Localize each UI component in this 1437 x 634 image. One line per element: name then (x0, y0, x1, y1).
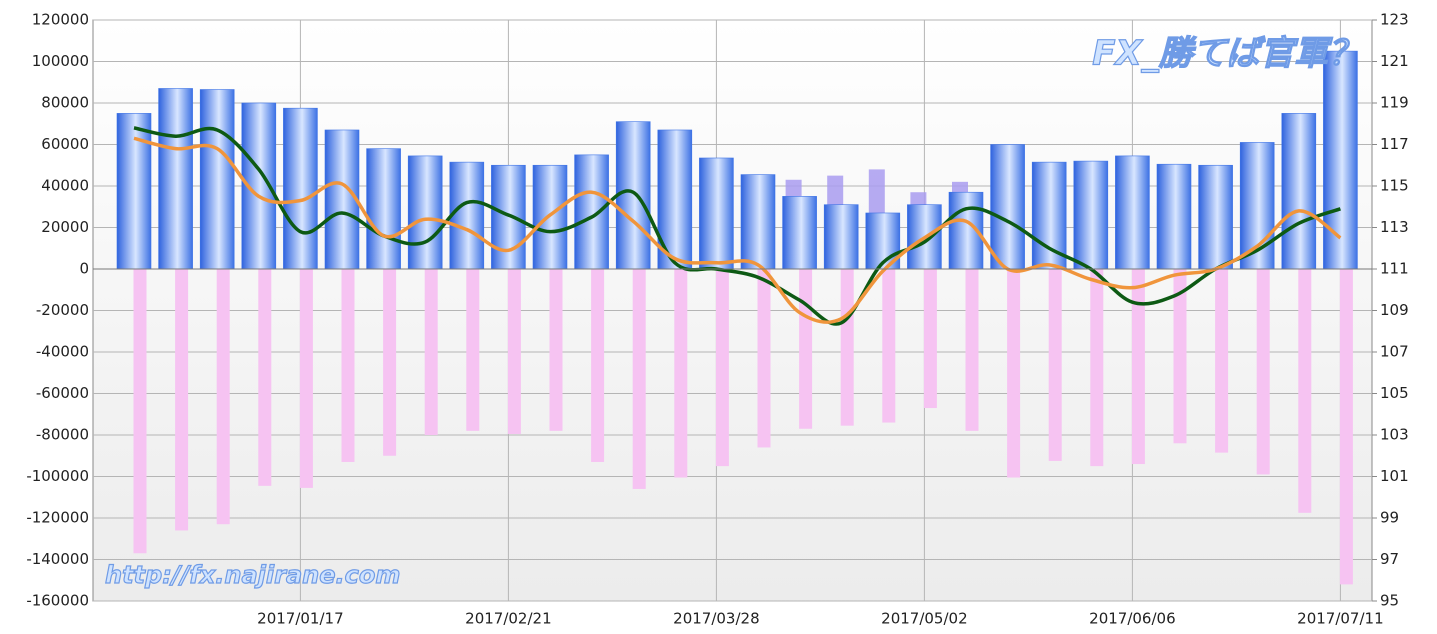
bar (449, 161, 485, 270)
y2-tick-label: 97 (1380, 550, 1399, 568)
bar (965, 269, 979, 431)
bar (1031, 161, 1067, 270)
bar (1156, 163, 1192, 270)
bar (1281, 113, 1317, 270)
y-tick-label: -160000 (26, 592, 89, 610)
y-tick-label: 40000 (41, 177, 89, 195)
y-tick-label: -60000 (36, 384, 89, 402)
bar (407, 155, 443, 270)
x-tick-label: 2017/05/02 (881, 610, 967, 628)
x-tick-label: 2017/01/17 (257, 610, 343, 628)
bar (823, 204, 859, 270)
bar (1198, 164, 1233, 270)
x-tick-label: 2017/02/21 (465, 610, 551, 628)
line (133, 126, 1341, 326)
y2-tick-label: 99 (1380, 509, 1399, 527)
bar (840, 269, 854, 426)
bar (674, 269, 688, 478)
bar (133, 269, 147, 554)
x-tick-label: 2017/06/06 (1089, 610, 1175, 628)
bar (799, 269, 813, 429)
bar (1173, 269, 1187, 444)
watermark-url: http://fx.najirane.com (105, 561, 400, 589)
y-tick-label: 0 (79, 260, 89, 278)
bar (882, 269, 896, 423)
y2-tick-label: 111 (1380, 260, 1409, 278)
y2-tick-label: 101 (1380, 467, 1409, 485)
bar (615, 121, 651, 270)
y2-tick-label: 123 (1380, 11, 1409, 29)
bar (1298, 269, 1312, 513)
y-tick-label: 100000 (32, 52, 89, 70)
bar (1339, 269, 1353, 585)
bar (216, 269, 230, 525)
bar (116, 113, 152, 270)
bar (158, 88, 193, 270)
x-tick-label: 2017/03/28 (673, 610, 759, 628)
bar (324, 129, 360, 270)
bar (632, 269, 646, 489)
bar (923, 269, 937, 409)
y2-tick-label: 115 (1380, 177, 1409, 195)
y-tick-label: -100000 (26, 467, 89, 485)
y2-tick-label: 95 (1380, 592, 1399, 610)
bar (366, 148, 401, 270)
bar (549, 269, 563, 431)
y2-tick-label: 117 (1380, 135, 1409, 153)
bar (1007, 269, 1021, 478)
y-tick-label: 80000 (41, 94, 89, 112)
y-tick-label: -120000 (26, 509, 89, 527)
bar (699, 157, 734, 270)
bar (283, 107, 318, 270)
bar (491, 164, 526, 270)
y2-tick-label: 107 (1380, 343, 1409, 361)
y-tick-label: 20000 (41, 218, 89, 236)
bar (299, 269, 313, 488)
bar (466, 269, 480, 431)
bar (341, 269, 355, 462)
y-tick-label: -140000 (26, 550, 89, 568)
bar (258, 269, 272, 486)
bar (757, 269, 771, 448)
line (133, 136, 1342, 324)
y-tick-label: -80000 (36, 426, 89, 444)
bar (199, 89, 235, 270)
y2-tick-label: 103 (1380, 426, 1409, 444)
x-tick-label: 2017/07/11 (1297, 610, 1383, 628)
y-tick-label: 120000 (32, 11, 89, 29)
bar (574, 154, 609, 270)
y-tick-label: -40000 (36, 343, 89, 361)
bar (175, 269, 189, 531)
bar (1131, 269, 1145, 465)
y2-tick-label: 121 (1380, 52, 1409, 70)
bar (740, 174, 776, 270)
y2-tick-label: 119 (1380, 94, 1409, 112)
y2-tick-label: 109 (1380, 301, 1409, 319)
bar (1073, 160, 1109, 270)
y2-tick-label: 113 (1380, 218, 1409, 236)
bar (1048, 269, 1062, 461)
y-tick-label: 60000 (41, 135, 89, 153)
bar (715, 269, 729, 467)
bar (1115, 155, 1150, 270)
bar (1215, 269, 1229, 453)
bar (424, 269, 438, 435)
y-tick-label: -20000 (36, 301, 89, 319)
y2-tick-label: 105 (1380, 384, 1409, 402)
bar (990, 144, 1025, 270)
bar (507, 269, 521, 434)
bar (1090, 269, 1104, 467)
bar (591, 269, 605, 462)
bar (782, 196, 817, 270)
bar (1256, 269, 1270, 475)
watermark-title: FX_勝てば官軍？ (1092, 34, 1362, 74)
bar (383, 269, 397, 456)
